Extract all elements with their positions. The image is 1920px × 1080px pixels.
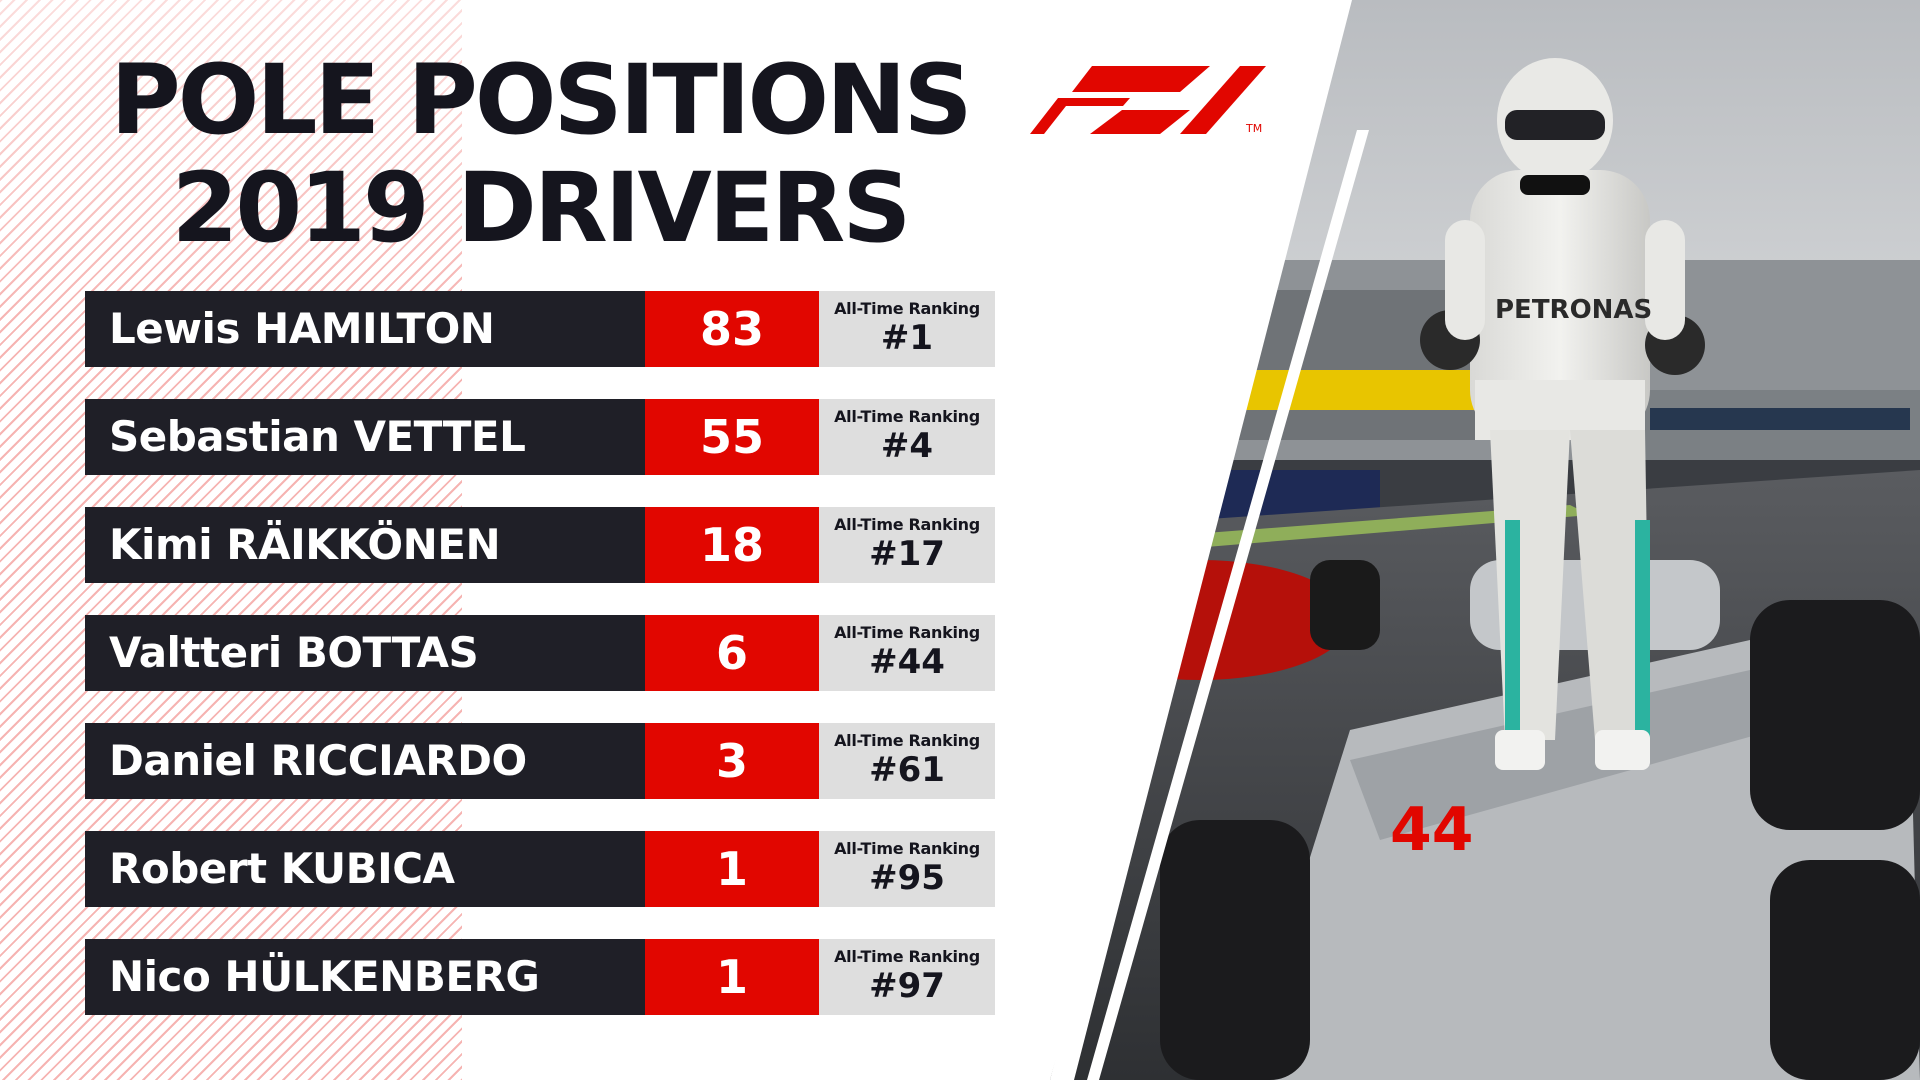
f1-logo-icon: TM bbox=[1030, 66, 1275, 134]
driver-name: Kimi RÄIKKÖNEN bbox=[85, 507, 645, 583]
ranking-value: #95 bbox=[869, 858, 945, 898]
table-row: Sebastian VETTEL 55 All-Time Ranking #4 bbox=[85, 399, 995, 475]
ranking-label: All-Time Ranking bbox=[834, 731, 980, 750]
ranking-value: #1 bbox=[880, 318, 934, 358]
driver-name: Sebastian VETTEL bbox=[85, 399, 645, 475]
pole-count: 83 bbox=[645, 291, 819, 367]
ranking-label: All-Time Ranking bbox=[834, 623, 980, 642]
pole-count: 3 bbox=[645, 723, 819, 799]
car-number: 44 bbox=[1390, 795, 1474, 865]
ranking-label: All-Time Ranking bbox=[834, 515, 980, 534]
all-time-ranking: All-Time Ranking #61 bbox=[819, 723, 995, 799]
suit-sponsor-text: PETRONAS bbox=[1495, 295, 1652, 325]
title-line-2: 2019 DRIVERS bbox=[171, 152, 912, 264]
driver-name: Lewis HAMILTON bbox=[85, 291, 645, 367]
table-row: Kimi RÄIKKÖNEN 18 All-Time Ranking #17 bbox=[85, 507, 995, 583]
driver-name: Daniel RICCIARDO bbox=[85, 723, 645, 799]
driver-name: Valtteri BOTTAS bbox=[85, 615, 645, 691]
driver-name: Robert KUBICA bbox=[85, 831, 645, 907]
all-time-ranking: All-Time Ranking #4 bbox=[819, 399, 995, 475]
table-row: Robert KUBICA 1 All-Time Ranking #95 bbox=[85, 831, 995, 907]
driver-name: Nico HÜLKENBERG bbox=[85, 939, 645, 1015]
title-line-1: POLE POSITIONS bbox=[110, 44, 972, 156]
ranking-value: #97 bbox=[869, 966, 945, 1006]
all-time-ranking: All-Time Ranking #95 bbox=[819, 831, 995, 907]
pole-positions-table: Lewis HAMILTON 83 All-Time Ranking #1 Se… bbox=[85, 291, 995, 1047]
all-time-ranking: All-Time Ranking #17 bbox=[819, 507, 995, 583]
ranking-value: #44 bbox=[869, 642, 945, 682]
ranking-label: All-Time Ranking bbox=[834, 839, 980, 858]
trademark-mark: TM bbox=[1245, 122, 1262, 134]
table-row: Daniel RICCIARDO 3 All-Time Ranking #61 bbox=[85, 723, 995, 799]
table-row: Lewis HAMILTON 83 All-Time Ranking #1 bbox=[85, 291, 995, 367]
table-row: Nico HÜLKENBERG 1 All-Time Ranking #97 bbox=[85, 939, 995, 1015]
pole-count: 55 bbox=[645, 399, 819, 475]
ranking-label: All-Time Ranking bbox=[834, 947, 980, 966]
ranking-label: All-Time Ranking bbox=[834, 407, 980, 426]
table-row: Valtteri BOTTAS 6 All-Time Ranking #44 bbox=[85, 615, 995, 691]
pole-count: 1 bbox=[645, 831, 819, 907]
pole-count: 6 bbox=[645, 615, 819, 691]
pole-count: 18 bbox=[645, 507, 819, 583]
all-time-ranking: All-Time Ranking #97 bbox=[819, 939, 995, 1015]
ranking-value: #17 bbox=[869, 534, 945, 574]
ranking-value: #61 bbox=[869, 750, 945, 790]
all-time-ranking: All-Time Ranking #1 bbox=[819, 291, 995, 367]
pole-count: 1 bbox=[645, 939, 819, 1015]
ranking-label: All-Time Ranking bbox=[834, 299, 980, 318]
ranking-value: #4 bbox=[880, 426, 934, 466]
all-time-ranking: All-Time Ranking #44 bbox=[819, 615, 995, 691]
driver-photo: 44 PETRONAS bbox=[1050, 0, 1920, 1080]
